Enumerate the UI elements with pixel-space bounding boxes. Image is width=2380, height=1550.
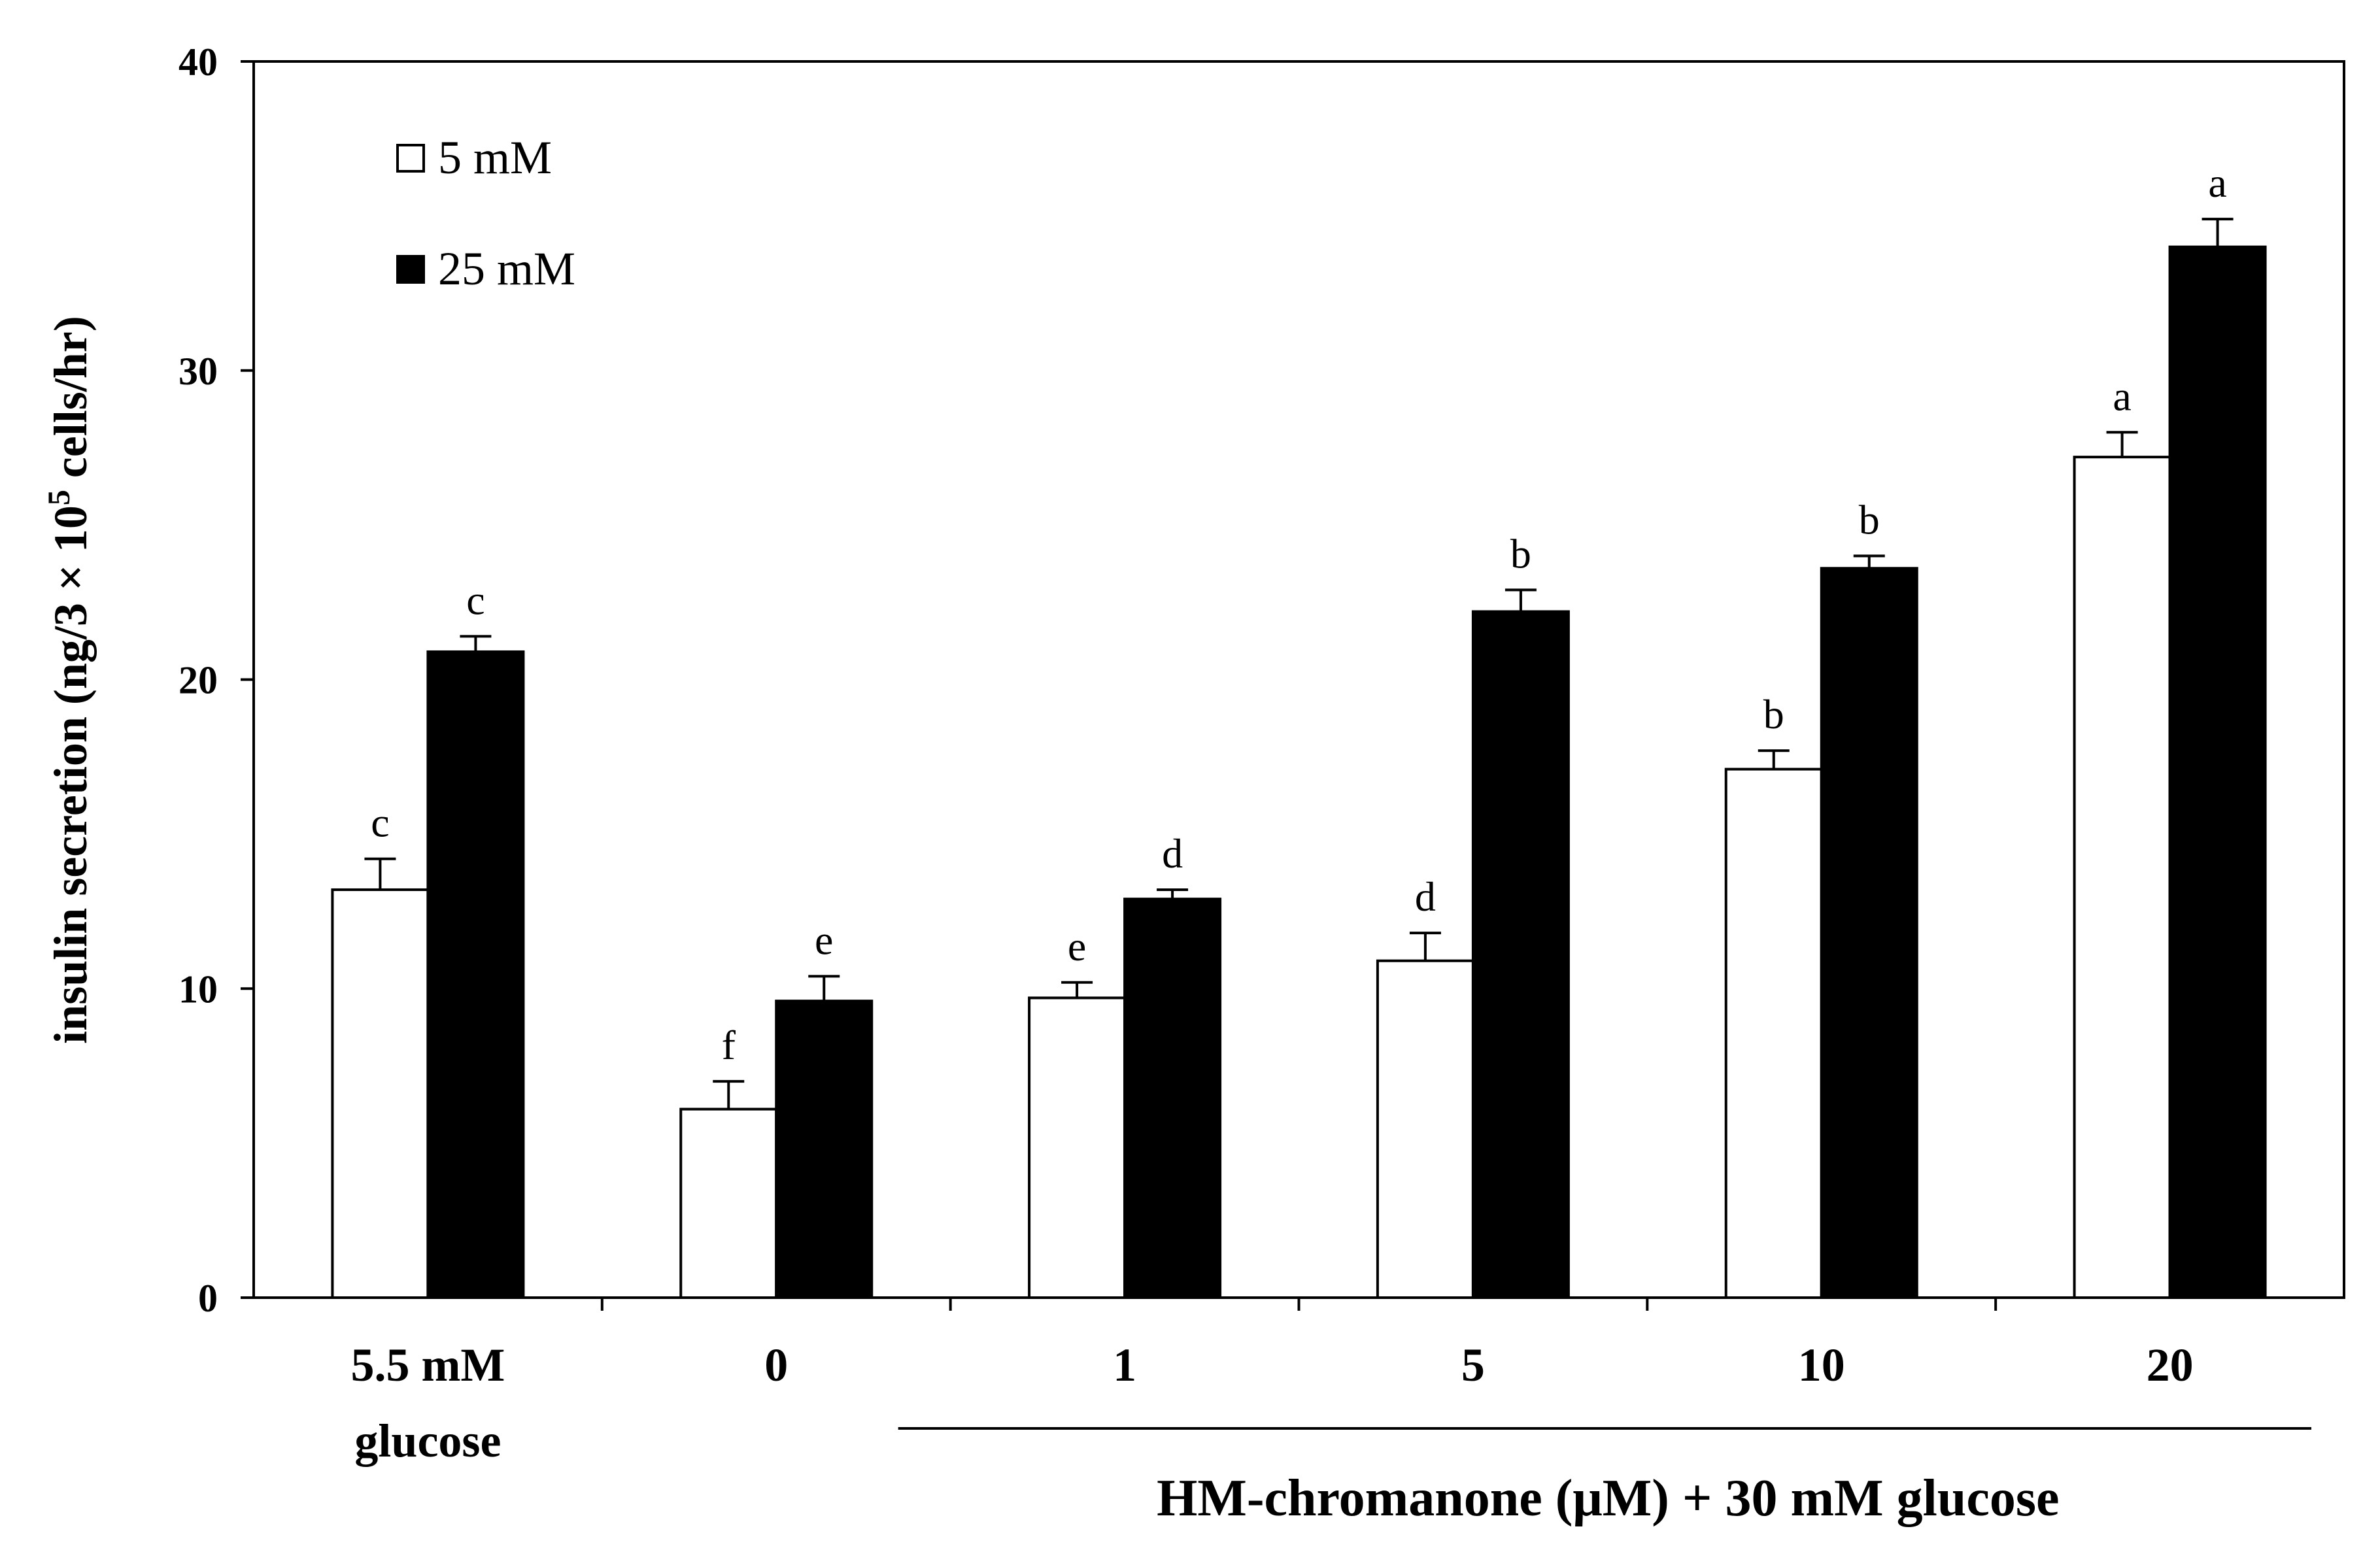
significance-letter: a bbox=[2208, 160, 2226, 206]
y-axis-title: insulin secretion (ng/3 × 105 cells/hr) bbox=[42, 316, 97, 1044]
y-tick-label: 30 bbox=[178, 350, 218, 393]
bar-5mm bbox=[331, 888, 430, 1299]
bar-5mm bbox=[1028, 996, 1127, 1299]
significance-letter: a bbox=[2113, 373, 2131, 419]
x-category-label: 20 bbox=[2147, 1339, 2194, 1391]
y-tick-label: 10 bbox=[178, 968, 218, 1011]
bar-25mm bbox=[1123, 898, 1222, 1299]
x-category-label: 10 bbox=[1798, 1339, 1845, 1391]
x-category-label: glucose bbox=[354, 1415, 501, 1467]
bar-5mm bbox=[679, 1107, 778, 1300]
significance-letter: d bbox=[1415, 873, 1436, 920]
bar-25mm bbox=[2168, 245, 2267, 1299]
bar-25mm bbox=[1471, 610, 1570, 1299]
legend-swatch-25mm bbox=[396, 255, 425, 284]
bar-25mm bbox=[426, 650, 525, 1299]
bar-25mm bbox=[1820, 567, 1918, 1299]
legend-swatch-5mm bbox=[396, 144, 425, 173]
significance-letter: c bbox=[371, 800, 389, 846]
x-category-label: 0 bbox=[764, 1339, 788, 1391]
significance-letter: e bbox=[1068, 923, 1086, 969]
bar-5mm bbox=[2073, 456, 2171, 1299]
significance-letter: d bbox=[1162, 830, 1183, 877]
significance-letter: f bbox=[722, 1022, 736, 1068]
x-category-label: 5.5 mM bbox=[350, 1339, 505, 1391]
legend-label-5mm: 5 mM bbox=[438, 131, 552, 184]
significance-letter: c bbox=[466, 577, 484, 623]
significance-letter: b bbox=[1763, 691, 1784, 737]
x-category-label: 1 bbox=[1113, 1339, 1136, 1391]
bar-25mm bbox=[775, 1000, 874, 1300]
x-category-label: 5 bbox=[1461, 1339, 1485, 1391]
y-tick-label: 0 bbox=[198, 1277, 218, 1320]
significance-letter: b bbox=[1859, 496, 1880, 543]
legend-label-25mm: 25 mM bbox=[438, 243, 575, 295]
bar-5mm bbox=[1724, 767, 1823, 1300]
y-tick-label: 40 bbox=[178, 41, 218, 84]
significance-letter: e bbox=[815, 917, 833, 963]
x-axis-title: HM-chromanone (μM) + 30 mM glucose bbox=[1157, 1470, 2059, 1527]
bar-5mm bbox=[1376, 959, 1474, 1299]
significance-letter: b bbox=[1510, 530, 1531, 577]
plot-area: 0 10 20 30 40 c f e d b a c e d b b a 5.5 mM glucose 0 1 5 10 2… bbox=[42, 41, 2345, 1527]
y-tick-label: 20 bbox=[178, 659, 218, 702]
